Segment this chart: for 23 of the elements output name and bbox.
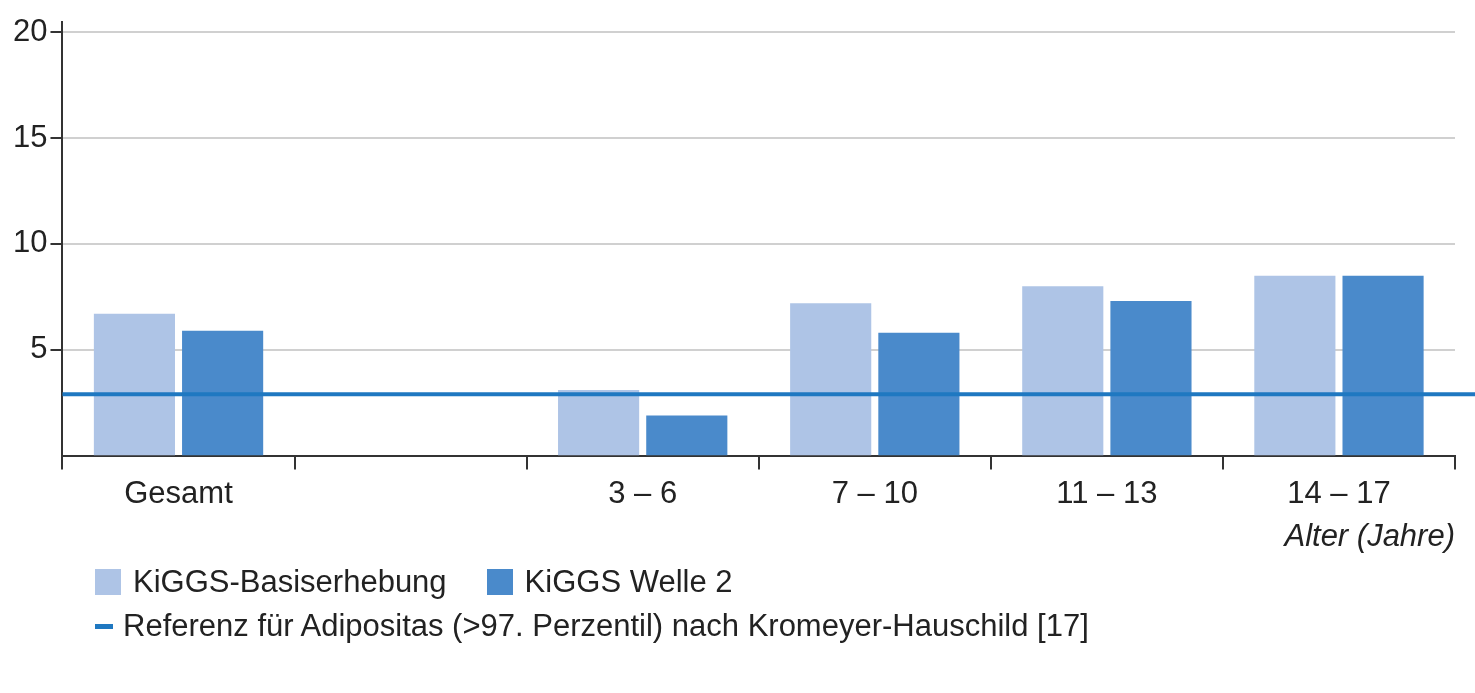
x-tick-label: 14 – 17 bbox=[1287, 474, 1391, 510]
bar bbox=[878, 332, 960, 456]
bar bbox=[790, 303, 872, 456]
bar bbox=[646, 415, 728, 456]
bar bbox=[558, 389, 640, 456]
bar bbox=[1022, 286, 1104, 456]
bar bbox=[1342, 275, 1424, 456]
bar bbox=[1254, 275, 1336, 456]
y-tick-label: 5 bbox=[30, 330, 48, 366]
x-axis-title: Alter (Jahre) bbox=[1282, 518, 1455, 554]
x-tick-label: 3 – 6 bbox=[608, 474, 678, 510]
y-tick-label: 20 bbox=[13, 12, 48, 48]
y-tick-label: 15 bbox=[13, 118, 48, 154]
bar bbox=[182, 330, 264, 456]
legend-label: KiGGS-Basiserhebung bbox=[133, 564, 447, 600]
y-tick-label: 10 bbox=[13, 224, 48, 260]
x-tick-label: 7 – 10 bbox=[831, 474, 918, 510]
legend-label: Referenz für Adipositas (>97. Perzentil) nach Kromeyer-Hauschild [17] bbox=[123, 608, 1089, 644]
legend-label: KiGGS Welle 2 bbox=[524, 564, 733, 600]
bar bbox=[1110, 301, 1192, 456]
x-tick-label: 11 – 13 bbox=[1056, 474, 1158, 510]
x-tick-label: Gesamt bbox=[124, 474, 234, 510]
bar bbox=[93, 313, 175, 456]
